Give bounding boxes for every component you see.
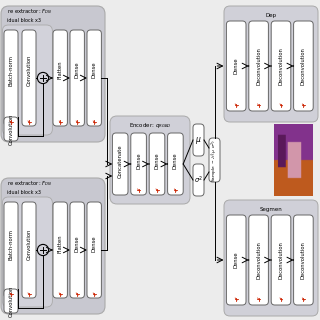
FancyBboxPatch shape — [271, 215, 291, 305]
Text: Dense: Dense — [234, 58, 239, 74]
FancyBboxPatch shape — [87, 202, 101, 298]
FancyBboxPatch shape — [3, 197, 52, 307]
Text: Flatten: Flatten — [58, 235, 63, 253]
FancyBboxPatch shape — [4, 117, 18, 141]
FancyBboxPatch shape — [271, 21, 291, 111]
FancyBboxPatch shape — [70, 30, 84, 126]
Text: idual block x3: idual block x3 — [7, 18, 41, 22]
Text: Batch-norm: Batch-norm — [9, 54, 13, 85]
FancyBboxPatch shape — [294, 21, 313, 111]
FancyBboxPatch shape — [22, 202, 36, 298]
Text: $\mu$: $\mu$ — [195, 134, 202, 146]
Text: $\sigma^2$: $\sigma^2$ — [194, 174, 203, 186]
Text: Convolution: Convolution — [27, 54, 31, 86]
FancyBboxPatch shape — [168, 133, 183, 195]
FancyBboxPatch shape — [53, 202, 68, 298]
FancyBboxPatch shape — [3, 25, 52, 135]
FancyBboxPatch shape — [249, 21, 268, 111]
Text: Encoder: $q_{RGBD}$: Encoder: $q_{RGBD}$ — [129, 122, 171, 131]
FancyBboxPatch shape — [70, 202, 84, 298]
FancyBboxPatch shape — [4, 30, 18, 126]
Text: Flatten: Flatten — [58, 61, 63, 79]
FancyBboxPatch shape — [22, 30, 36, 126]
Text: Batch-norm: Batch-norm — [9, 228, 13, 260]
FancyBboxPatch shape — [1, 178, 105, 314]
FancyBboxPatch shape — [249, 215, 268, 305]
Text: Segmen: Segmen — [260, 206, 282, 212]
Text: Deconvolution: Deconvolution — [301, 241, 306, 279]
FancyBboxPatch shape — [110, 116, 190, 204]
Text: Sample $\sim\mathcal{N}(\mu,\,\sigma^2)$: Sample $\sim\mathcal{N}(\mu,\,\sigma^2)$ — [210, 139, 220, 181]
Text: Dense: Dense — [136, 153, 141, 169]
FancyBboxPatch shape — [193, 164, 204, 196]
FancyBboxPatch shape — [149, 133, 165, 195]
Text: Dense: Dense — [234, 252, 239, 268]
FancyBboxPatch shape — [87, 30, 101, 126]
FancyBboxPatch shape — [1, 6, 105, 142]
Text: Dep: Dep — [265, 12, 276, 18]
Text: Deconvolution: Deconvolution — [301, 47, 306, 85]
FancyBboxPatch shape — [294, 215, 313, 305]
Text: Deconvolution: Deconvolution — [256, 47, 261, 85]
FancyBboxPatch shape — [227, 21, 246, 111]
FancyBboxPatch shape — [224, 6, 318, 122]
FancyBboxPatch shape — [227, 215, 246, 305]
Text: idual block x3: idual block x3 — [7, 189, 41, 195]
Text: Dense: Dense — [173, 153, 178, 169]
Text: Convolution: Convolution — [9, 113, 13, 145]
Text: Deconvolution: Deconvolution — [278, 241, 284, 279]
Text: Concatenate: Concatenate — [118, 144, 123, 178]
Text: Deconvolution: Deconvolution — [278, 47, 284, 85]
FancyBboxPatch shape — [193, 124, 204, 156]
FancyBboxPatch shape — [112, 133, 128, 195]
Text: Convolution: Convolution — [27, 228, 31, 260]
Text: Dense: Dense — [92, 62, 97, 78]
FancyBboxPatch shape — [53, 30, 68, 126]
FancyBboxPatch shape — [209, 138, 220, 182]
Text: Dense: Dense — [92, 236, 97, 252]
Text: Dense: Dense — [75, 62, 80, 78]
Text: re extractor: $F_{DN}$: re extractor: $F_{DN}$ — [7, 180, 52, 188]
FancyBboxPatch shape — [224, 200, 318, 316]
FancyBboxPatch shape — [4, 289, 18, 313]
FancyBboxPatch shape — [4, 202, 18, 298]
Text: Dense: Dense — [155, 153, 159, 169]
Text: Convolution: Convolution — [9, 285, 13, 317]
Text: Deconvolution: Deconvolution — [256, 241, 261, 279]
Text: Dense: Dense — [75, 236, 80, 252]
FancyBboxPatch shape — [131, 133, 147, 195]
Text: re extractor: $F_{DN}$: re extractor: $F_{DN}$ — [7, 8, 52, 16]
